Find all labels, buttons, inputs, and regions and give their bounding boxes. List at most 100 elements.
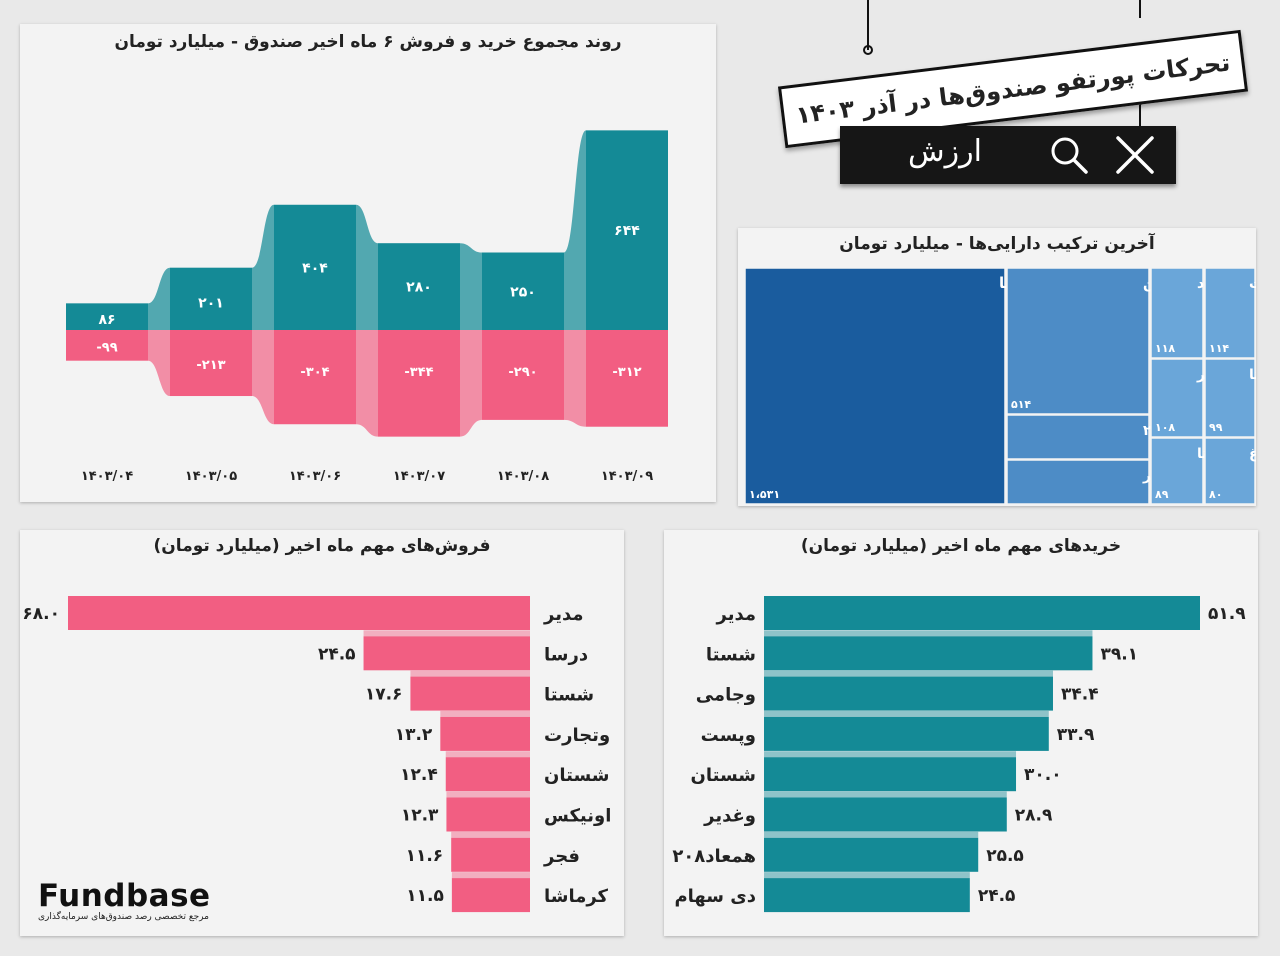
treemap-cell-value: ۱،۵۳۱ — [749, 488, 780, 501]
sells-chart: ۶۸.۰ مدیر ۲۴.۵ درسا ۱۷.۶ شستا ۱۳.۲ وتجارت ۱۲.۴ شس… — [22, 596, 611, 913]
sells-title: فروش‌های مهم ماه اخیر (میلیارد تومان) — [153, 536, 491, 556]
treemap-cell — [1006, 459, 1150, 505]
bar — [764, 837, 979, 872]
treemap-cell — [1204, 267, 1256, 359]
flow-chart: ۸۶ -۹۹ ۱۴۰۳/۰۴ ۲۰۱ -۲۱۳ ۱۴۰۳/۰۵ ۴۰۴ -۳۰۴ ۱۴۰۳/۰۶… — [66, 130, 668, 484]
sell-bar — [170, 330, 252, 397]
bar-category-label: درسا — [544, 644, 588, 665]
bar-value-label: ۲۸.۹ — [1015, 806, 1053, 826]
bar-connector — [451, 872, 530, 879]
bar-connector — [764, 630, 1093, 637]
treemap-cell-value: ۹۹ — [1209, 421, 1223, 434]
sell-value-label: -۹۹ — [96, 340, 117, 355]
bar-value-label: ۲۴.۵ — [318, 644, 356, 664]
search-bar[interactable]: ارزش — [840, 126, 1176, 184]
bar-category-label: شستا — [706, 644, 756, 665]
sell-connector — [564, 330, 586, 427]
buy-value-label: ۸۶ — [98, 312, 115, 328]
sell-connector — [460, 330, 482, 437]
bar — [764, 878, 970, 913]
bar — [445, 757, 530, 792]
bar — [764, 596, 1200, 630]
bar-value-label: ۳۰.۰ — [1024, 765, 1062, 785]
buy-bar — [274, 204, 356, 330]
buy-value-label: ۲۰۱ — [198, 296, 224, 312]
bar-value-label: ۳۹.۱ — [1100, 644, 1138, 664]
treemap-cell — [1150, 437, 1204, 505]
treemap-cell — [1204, 358, 1256, 438]
bar-value-label: ۲۴.۵ — [978, 886, 1016, 906]
bar-connector — [764, 872, 970, 879]
bar-value-label: ۵۱.۹ — [1208, 604, 1246, 624]
bar — [764, 757, 1017, 792]
bar-connector — [764, 710, 1049, 717]
logo-name: Fundbase — [38, 878, 211, 914]
bar — [764, 716, 1049, 751]
bar-category-label: مدیر — [543, 604, 584, 625]
sell-value-label: -۲۹۰ — [508, 365, 537, 380]
bar — [68, 596, 530, 630]
buy-connector — [148, 267, 170, 330]
bar — [410, 676, 530, 711]
sell-bar — [66, 330, 148, 361]
bar-connector — [410, 670, 530, 677]
buy-bar — [170, 267, 252, 330]
bar-category-label: کرماشا — [544, 886, 609, 907]
bar — [363, 636, 530, 671]
search-icon[interactable] — [1048, 134, 1090, 176]
sell-value-label: -۳۴۴ — [404, 365, 433, 380]
header: تحرکات پورتفو صندوق‌ها در آذر ۱۴۰۳ ارزش — [760, 0, 1280, 230]
sell-bar — [274, 330, 356, 425]
bar-category-label: وتجارت — [544, 725, 610, 746]
bar-value-label: ۳۳.۹ — [1057, 725, 1095, 745]
bar-category-label: اونیکس — [544, 806, 611, 827]
bar-connector — [764, 791, 1007, 798]
logo-tagline: مرجع تخصصی رصد صندوق‌های سرمایه‌گذاری — [38, 912, 209, 922]
bar-category-label: دی سهام — [674, 886, 756, 907]
x-tick-label: ۱۴۰۳/۰۴ — [81, 469, 133, 484]
bar-connector — [363, 630, 530, 637]
bar-value-label: ۱۱.۵ — [406, 886, 444, 906]
treemap-cell-label: ...تا — [1249, 367, 1256, 383]
bar-connector — [451, 831, 530, 838]
sell-connector — [148, 330, 170, 397]
bar — [764, 797, 1007, 832]
buy-bar — [586, 130, 668, 330]
close-icon[interactable] — [1112, 132, 1158, 178]
bar-connector — [764, 670, 1053, 677]
sells-card: فروش‌های مهم ماه اخیر (میلیارد تومان) ۶۸… — [20, 530, 624, 936]
sell-value-label: -۲۱۳ — [196, 358, 225, 373]
buy-connector — [356, 204, 378, 330]
buy-value-label: ۶۴۴ — [614, 223, 640, 239]
x-tick-label: ۱۴۰۳/۰۷ — [393, 469, 445, 484]
bar-connector — [764, 831, 979, 838]
buys-card: خریدهای مهم ماه اخیر (میلیارد تومان) ۵۱.… — [664, 530, 1258, 936]
bar-category-label: فجر — [543, 846, 580, 867]
x-tick-label: ۱۴۰۳/۰۵ — [185, 469, 237, 484]
buys-title: خریدهای مهم ماه اخیر (میلیارد تومان) — [800, 536, 1122, 556]
bar-category-label: شستان — [544, 765, 610, 786]
buy-connector — [460, 243, 482, 330]
buy-value-label: ۴۰۴ — [302, 260, 328, 276]
logo: Fundbase مرجع تخصصی رصد صندوق‌های سرمایه… — [38, 878, 228, 922]
bar — [446, 797, 530, 832]
bar — [764, 636, 1093, 671]
bar-value-label: ۱۳.۲ — [395, 725, 433, 745]
bar-connector — [764, 751, 1017, 758]
bar — [451, 878, 530, 913]
bar-category-label: شستا — [544, 685, 594, 706]
flow-chart-title: روند مجموع خرید و فروش ۶ ماه اخیر صندوق … — [114, 32, 622, 52]
x-tick-label: ۱۴۰۳/۰۸ — [497, 469, 549, 484]
treemap-cell-value: ۵۱۴ — [1011, 398, 1031, 411]
treemap-cell — [1204, 437, 1256, 505]
bar-value-label: ۱۲.۴ — [400, 765, 438, 785]
buy-value-label: ۲۵۰ — [510, 284, 536, 300]
bar-connector — [440, 710, 530, 717]
treemap-cell — [1006, 414, 1150, 460]
buy-connector — [564, 130, 586, 330]
bar-value-label: ۱۷.۶ — [365, 685, 403, 705]
sell-value-label: -۳۰۴ — [300, 365, 329, 380]
treemap-cell — [1006, 267, 1150, 415]
x-tick-label: ۱۴۰۳/۰۶ — [289, 469, 341, 484]
treemap-cell-value: ۸۰ — [1209, 488, 1222, 501]
